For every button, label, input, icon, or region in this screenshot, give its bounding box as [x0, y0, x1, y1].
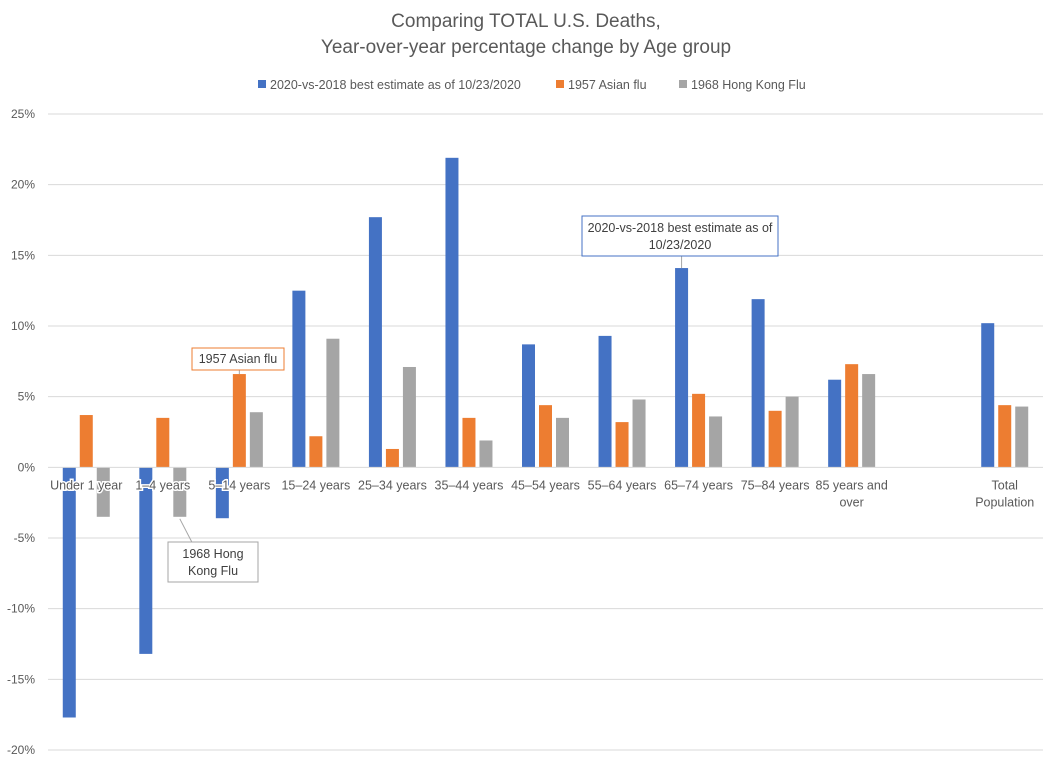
bar: [768, 410, 782, 468]
bar: [709, 416, 723, 468]
chart-title-line: Year-over-year percentage change by Age …: [321, 37, 731, 58]
x-tick-label: 1–4 years: [135, 478, 190, 492]
bar: [675, 268, 689, 468]
legend-swatch: [556, 80, 564, 88]
y-tick-label: 5%: [18, 390, 36, 404]
x-tick-label: 15–24 years: [281, 478, 350, 492]
legend-label: 2020-vs-2018 best estimate as of 10/23/2…: [270, 78, 521, 92]
bar: [139, 467, 153, 654]
callout-box: [191, 347, 285, 371]
x-tick-label: 65–74 years: [664, 478, 733, 492]
bar: [479, 440, 493, 468]
bar: [79, 415, 93, 468]
y-tick-label: 20%: [11, 178, 35, 192]
chart-title-line: Comparing TOTAL U.S. Deaths,: [391, 11, 661, 32]
y-tick-label: -20%: [7, 743, 35, 757]
bar: [751, 299, 765, 468]
bars: [62, 157, 1029, 718]
x-tick-label: 75–84 years: [741, 478, 810, 492]
x-tick-label: over: [839, 495, 863, 509]
bar: [385, 448, 399, 468]
y-tick-label: 25%: [11, 107, 35, 121]
bar: [998, 405, 1012, 468]
y-tick-label: 10%: [11, 319, 35, 333]
bar: [292, 290, 306, 468]
chart-title: Comparing TOTAL U.S. Deaths, Year-over-ye…: [321, 11, 731, 58]
bar: [326, 338, 340, 468]
bar: [232, 374, 246, 468]
callout-label: 10/23/2020: [649, 238, 712, 252]
legend-swatch: [258, 80, 266, 88]
bar: [862, 374, 876, 468]
legend: 2020-vs-2018 best estimate as of 10/23/2…: [258, 78, 806, 92]
gridlines: [48, 113, 1043, 751]
y-axis-tick-labels: 25% 20% 15% 10% 5% 0% -5% -10% -15% -20%: [7, 107, 35, 757]
x-tick-label: 85 years and: [816, 478, 888, 492]
bar: [845, 364, 859, 468]
y-tick-label: -15%: [7, 672, 35, 686]
y-tick-label: -10%: [7, 602, 35, 616]
bar: [156, 417, 170, 468]
bar: [828, 379, 842, 468]
x-tick-label: Total: [992, 478, 1018, 492]
bar: [556, 417, 569, 468]
bar: [173, 467, 187, 517]
y-tick-label: -5%: [14, 531, 36, 545]
bar: [785, 396, 799, 468]
x-axis-tick-labels: Under 1 year 1–4 years 5–14 years 15–24 yea…: [49, 477, 1036, 511]
bar: [539, 405, 552, 468]
y-tick-label: 15%: [11, 248, 35, 262]
bar: [692, 393, 706, 468]
bar: [522, 344, 535, 468]
bar: [462, 417, 476, 468]
bar: [402, 366, 416, 468]
bar: [632, 399, 646, 468]
bar: [615, 422, 629, 468]
bar: [598, 335, 612, 468]
legend-label: 1957 Asian flu: [568, 78, 647, 92]
x-tick-label: 45–54 years: [511, 478, 580, 492]
x-tick-label: 5–14 years: [208, 478, 270, 492]
bar: [981, 323, 995, 468]
callout-box: [581, 215, 779, 257]
bar: [1015, 406, 1029, 468]
callout-label: 1957 Asian flu: [199, 352, 278, 366]
x-tick-label: 25–34 years: [358, 478, 427, 492]
callout-leader: [179, 518, 193, 543]
bar: [368, 217, 382, 468]
bar: [215, 467, 229, 519]
legend-label: 1968 Hong Kong Flu: [691, 78, 806, 92]
callout-box: [167, 541, 259, 583]
bar: [96, 467, 110, 517]
x-tick-label: 35–44 years: [435, 478, 504, 492]
callout-label: Kong Flu: [188, 564, 238, 578]
x-tick-label: Population: [975, 495, 1034, 509]
bar: [62, 467, 76, 718]
x-tick-label: Under 1 year: [50, 478, 122, 492]
legend-swatch: [679, 80, 687, 88]
bar: [445, 157, 459, 468]
callout-label: 2020-vs-2018 best estimate as of: [588, 221, 773, 235]
bar: [249, 412, 263, 468]
y-tick-label: 0%: [18, 460, 36, 474]
callout-label: 1968 Hong: [182, 547, 243, 561]
data-callouts: 2020-vs-2018 best estimate as of 10/23/20…: [167, 215, 779, 583]
x-tick-label: 55–64 years: [588, 478, 657, 492]
bar: [309, 436, 323, 468]
